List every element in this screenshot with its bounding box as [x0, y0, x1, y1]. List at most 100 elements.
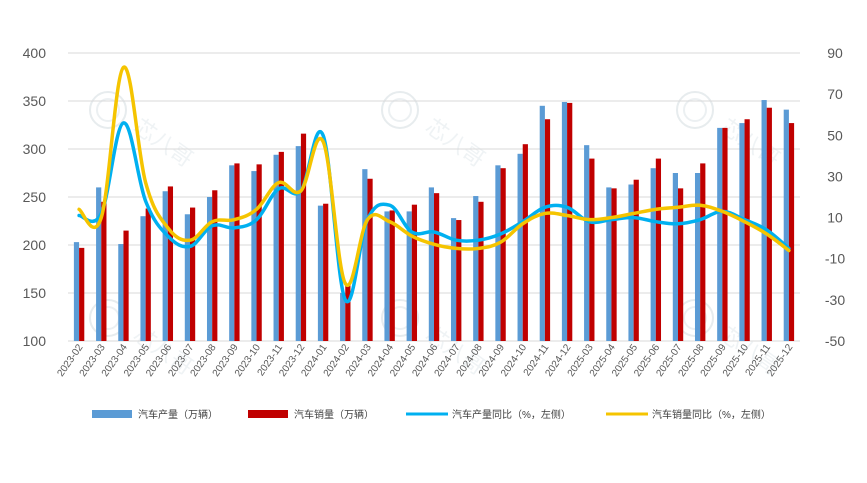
bar-sales [212, 190, 218, 341]
bar-sales [788, 123, 795, 341]
bar-production [96, 187, 102, 341]
bar-production [317, 205, 324, 341]
bar-sales [544, 119, 551, 342]
bar-production [694, 173, 701, 341]
bar-production [473, 196, 479, 341]
right-tick-label: -50 [825, 333, 845, 349]
bar-sales [345, 284, 351, 341]
bar-sales [500, 168, 506, 341]
bar-production [561, 101, 568, 342]
left-tick-label: 250 [23, 189, 47, 205]
bar-sales [456, 220, 462, 341]
right-tick-label: -30 [825, 292, 845, 308]
bar-sales [190, 207, 196, 341]
right-tick-label: 70 [827, 86, 843, 102]
watermark: 芯八哥 [381, 91, 489, 173]
legend-item: 汽车产量同比（%，左侧） [406, 408, 571, 421]
left-tick-label: 400 [23, 45, 47, 61]
right-axis-ticks: -50 -30 -10 10 30 50 70 90 [825, 45, 845, 349]
bar-sales [633, 179, 639, 341]
legend-label: 汽车产量同比（%，左侧） [452, 408, 571, 421]
bar-sales [145, 208, 151, 341]
legend-item: 汽车产量（万辆） [92, 408, 218, 421]
legend: 汽车产量（万辆） 汽车销量（万辆） 汽车产量同比（%，左侧） 汽车销量同比（%，左侧） [92, 408, 771, 421]
bar-production [384, 211, 390, 341]
bar-sales [478, 201, 484, 341]
bar-production [495, 165, 501, 341]
right-tick-label: 50 [827, 127, 843, 143]
legend-label: 汽车销量（万辆） [294, 408, 374, 421]
legend-label: 汽车产量（万辆） [138, 408, 218, 421]
bar-sales [700, 163, 706, 341]
lines [77, 65, 791, 304]
bar-sales [411, 204, 418, 341]
right-tick-label: 30 [827, 168, 843, 184]
bar-production [672, 173, 678, 341]
bar-sales [434, 193, 440, 341]
legend-item: 汽车销量（万辆） [248, 408, 374, 421]
bar-production [584, 145, 590, 341]
bar-sales [744, 119, 750, 342]
bar-sales [389, 210, 395, 341]
bar-sales [101, 201, 107, 341]
watermark: 芯八哥 [89, 91, 197, 173]
bar-production [140, 216, 146, 341]
bar-production [717, 127, 723, 341]
left-tick-label: 100 [23, 333, 47, 349]
bar-production [539, 105, 545, 341]
line-sales-yoy [77, 65, 791, 288]
bar-production [362, 169, 368, 341]
bar-production [251, 171, 257, 341]
bar-sales [522, 144, 528, 341]
bar-sales [655, 158, 662, 341]
bar-production [184, 214, 190, 341]
bar-sales [278, 151, 284, 341]
bar-production [73, 242, 80, 341]
bar-production [295, 146, 301, 341]
bars [73, 100, 795, 342]
bar-sales [722, 127, 728, 341]
bar-production [606, 187, 612, 341]
bar-production [428, 187, 434, 341]
bar-production [761, 100, 767, 341]
bar-production [118, 244, 124, 341]
line-production-yoy [77, 121, 791, 304]
legend-swatch [248, 410, 288, 418]
left-tick-label: 350 [23, 93, 47, 109]
bar-production [739, 123, 745, 341]
bar-production [206, 197, 213, 341]
legend-label: 汽车销量同比（%，左侧） [652, 408, 771, 421]
right-tick-label: -10 [825, 251, 845, 267]
bar-sales [123, 230, 129, 341]
left-axis-ticks: 100 150 200 250 300 350 400 [23, 45, 47, 349]
bar-sales [256, 164, 262, 341]
bar-sales [766, 107, 772, 341]
bar-production [406, 211, 412, 341]
right-tick-label: 90 [827, 45, 843, 61]
left-tick-label: 150 [23, 285, 47, 301]
bar-sales [367, 178, 373, 341]
left-tick-label: 300 [23, 141, 47, 157]
legend-item: 汽车销量同比（%，左侧） [606, 408, 771, 421]
bar-production [273, 154, 279, 341]
bar-production [162, 191, 168, 341]
bar-production [229, 165, 235, 341]
watermark-text: 芯八哥 [421, 114, 489, 172]
bar-sales [79, 247, 85, 341]
bar-production [628, 184, 634, 341]
bar-production [450, 218, 457, 341]
right-tick-label: 10 [827, 210, 843, 226]
bar-production [517, 153, 523, 341]
bar-sales [611, 188, 617, 341]
left-tick-label: 200 [23, 237, 47, 253]
bar-sales [589, 158, 595, 341]
bar-production [650, 168, 656, 341]
bar-sales [678, 188, 684, 341]
bar-sales [323, 203, 329, 341]
bar-production [783, 109, 789, 341]
bar-sales [300, 133, 307, 341]
bar-production [340, 293, 346, 341]
bar-sales [167, 186, 174, 341]
bar-sales [234, 163, 240, 341]
